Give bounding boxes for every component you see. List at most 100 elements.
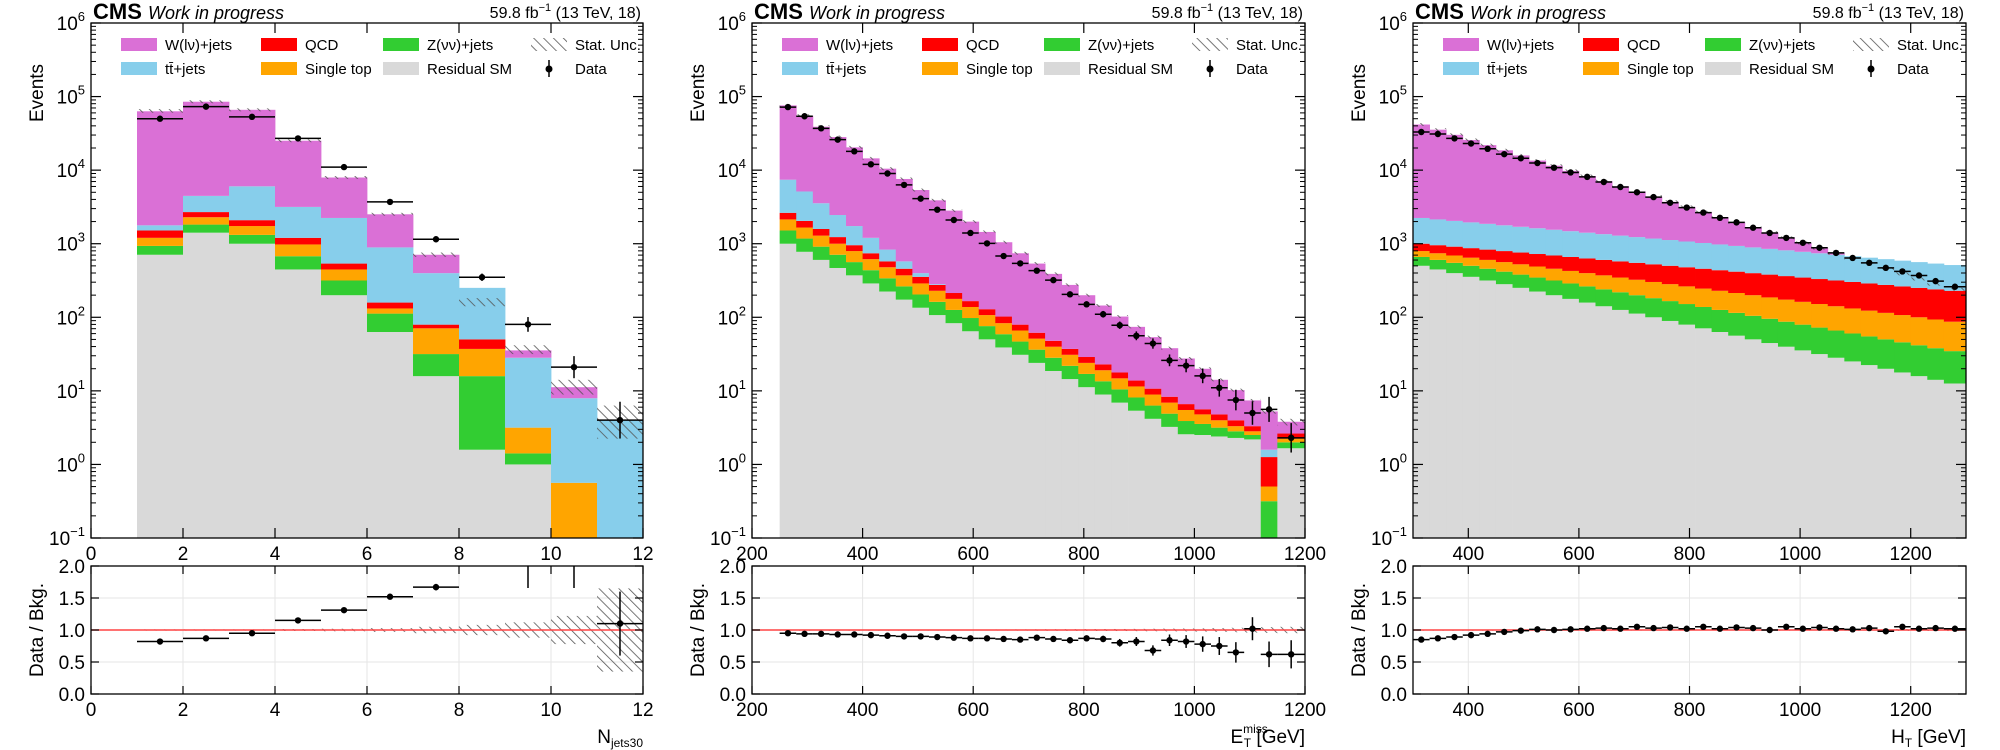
- ytick-base: 10: [710, 529, 731, 550]
- ratio-point: [1517, 627, 1525, 634]
- ratio-point: [834, 631, 841, 638]
- xlabel-main: H: [1891, 727, 1905, 748]
- legend-swatch-qcd: [922, 38, 958, 51]
- bar-qcd: [1413, 243, 1430, 252]
- bar-residual: [862, 283, 880, 538]
- bar-wjets: [1728, 222, 1746, 246]
- ratio-ytick-label: 1.0: [1381, 621, 1407, 642]
- bar-zjets: [1761, 318, 1779, 344]
- bar-zjets: [862, 270, 880, 284]
- bar-residual: [1479, 280, 1497, 538]
- ytick-exp: 5: [739, 83, 746, 98]
- ytick-label: 100: [1379, 450, 1407, 476]
- data-point: [1700, 209, 1707, 216]
- bar-wjets: [137, 111, 184, 226]
- data-point: [386, 198, 394, 206]
- data-points: [137, 103, 643, 439]
- bar-qcd: [1495, 251, 1513, 263]
- ytick-label: 106: [718, 9, 746, 35]
- bar-qcd: [945, 293, 963, 299]
- data-point: [1600, 178, 1607, 186]
- bar-ttjets: [879, 249, 897, 262]
- bar-singletop: [1210, 420, 1228, 428]
- bar-qcd: [1545, 255, 1563, 269]
- bar-singletop: [1244, 431, 1262, 435]
- legend-swatch-stat: [531, 38, 567, 51]
- bar-qcd: [1462, 248, 1480, 258]
- bar-residual: [1545, 295, 1563, 538]
- bar-qcd: [1678, 267, 1696, 287]
- legend-label-stat: Stat. Unc.: [1236, 37, 1302, 54]
- legend-label-zjets: Z(νν)+jets: [1088, 37, 1154, 54]
- data-point: [1501, 150, 1508, 158]
- bar-residual: [505, 464, 552, 538]
- bar-singletop: [1529, 266, 1547, 278]
- bar-residual: [928, 315, 946, 538]
- bar-zjets: [1545, 280, 1563, 296]
- data-point: [1133, 332, 1140, 340]
- bar-singletop: [275, 244, 322, 257]
- ratio-point: [1050, 635, 1057, 643]
- unc-band: [945, 209, 963, 213]
- ratio-point: [156, 638, 164, 645]
- bar-ttjets: [1728, 245, 1746, 272]
- ytick-label: 101: [57, 377, 85, 403]
- bar-singletop: [1227, 426, 1245, 432]
- bar-wjets: [1128, 326, 1146, 381]
- xlabel-sub: T: [1905, 736, 1913, 750]
- ytick-base: 10: [718, 161, 739, 182]
- bar-residual: [1695, 328, 1713, 538]
- bar-ttjets: [1695, 242, 1713, 269]
- ratio-point: [884, 632, 891, 639]
- bar-singletop: [1094, 370, 1112, 382]
- ratio-ytick-label: 2.0: [720, 557, 746, 578]
- bar-residual: [812, 259, 830, 538]
- bar-qcd: [1628, 262, 1646, 280]
- legend-label-data: Data: [1897, 61, 1929, 78]
- data-point: [934, 206, 941, 213]
- bar-zjets: [796, 238, 814, 252]
- bar-wjets: [367, 214, 414, 248]
- data-point: [1633, 189, 1641, 196]
- bar-zjets: [1078, 373, 1096, 388]
- ratio-point: [1866, 624, 1873, 632]
- bar-singletop: [1595, 275, 1613, 290]
- lumi-energy: (13 TeV, 18): [1213, 5, 1303, 22]
- legend-swatch-wjets: [782, 38, 818, 51]
- xtick-label-main: 800: [1068, 544, 1100, 565]
- unc-band: [978, 230, 996, 234]
- legend-swatch-qcd: [261, 38, 297, 51]
- data-point: [967, 229, 974, 237]
- bar-zjets: [1695, 306, 1713, 329]
- bar-wjets: [1695, 212, 1713, 243]
- bar-zjets: [1612, 292, 1630, 310]
- legend-label-ttjets: tt̄+jets: [165, 61, 205, 78]
- bar-residual: [1462, 276, 1480, 538]
- bar-ttjets: [912, 273, 930, 277]
- legend-label-wjets: W(lν)+jets: [826, 37, 893, 54]
- data-point: [1932, 277, 1939, 285]
- bar-wjets: [1545, 165, 1563, 230]
- data-point: [1066, 291, 1074, 298]
- legend-data-marker: [1206, 65, 1214, 73]
- ratio-point: [1617, 625, 1624, 632]
- bar-wjets: [1661, 201, 1679, 241]
- legend-label-qcd: QCD: [1627, 37, 1661, 54]
- ratio-point: [1932, 624, 1939, 632]
- bar-ttjets: [1827, 254, 1845, 281]
- stack-bars: [779, 105, 1305, 538]
- bar-qcd: [1877, 284, 1895, 313]
- bar-singletop: [1711, 290, 1729, 310]
- ytick-base: 10: [1379, 14, 1400, 35]
- bar-residual: [137, 254, 184, 538]
- bar-singletop: [413, 328, 460, 355]
- unc-band: [1111, 315, 1129, 319]
- bar-ttjets: [551, 398, 598, 483]
- bar-qcd: [1894, 286, 1912, 316]
- ratio-content: [752, 617, 1305, 669]
- bar-wjets: [812, 126, 830, 204]
- ytick-label: 104: [718, 156, 746, 182]
- unc-band: [229, 108, 275, 112]
- bar-singletop: [1128, 386, 1146, 398]
